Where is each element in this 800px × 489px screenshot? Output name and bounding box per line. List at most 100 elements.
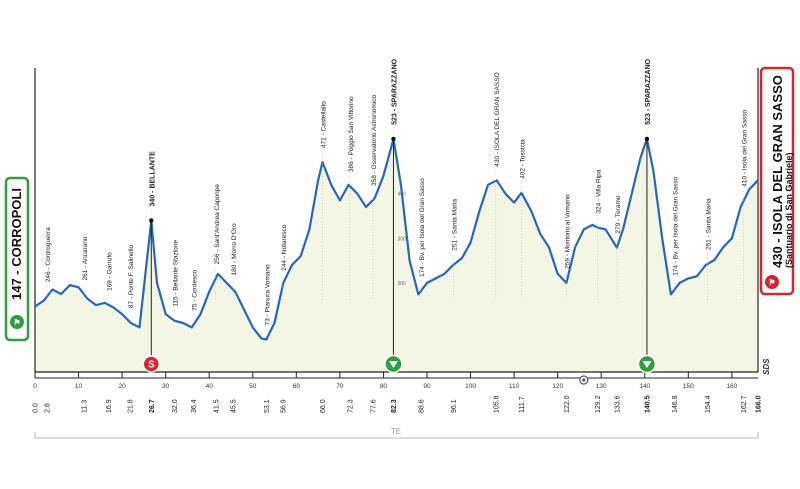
- km-label: 129.2: [595, 395, 602, 413]
- point-label: 402 - Tossicia: [520, 139, 527, 179]
- km-label: 122.0: [564, 395, 571, 413]
- summit-dot: [644, 136, 650, 142]
- point-label: 259 - Montorio al Vomano: [564, 194, 571, 269]
- km-label: 53.1: [264, 399, 271, 413]
- region-bracket-line: [34, 432, 759, 439]
- finish-flag-icon: [765, 275, 779, 289]
- start-flag-icon: [10, 315, 24, 329]
- brand-logo: SDS: [762, 358, 771, 375]
- x-tick-label: 30: [162, 383, 170, 390]
- point-label: 410 - Isola del Gran Sasso: [742, 110, 749, 187]
- x-tick-label: 60: [293, 383, 301, 390]
- km-label: 72.3: [347, 399, 354, 413]
- kom-triangle-icon: [642, 361, 652, 368]
- point-label: 324 - Villa Ripa: [596, 169, 603, 213]
- start-flag-glyph: ⚑: [13, 318, 20, 327]
- point-label: 523 - SPARAZZANO: [391, 58, 398, 125]
- finish-badge-frame: [759, 66, 795, 296]
- x-tick-label: 20: [118, 383, 126, 390]
- km-label: 166.0: [756, 395, 763, 413]
- point-label: 174 - Bv. per Isola del Gran Sasso: [419, 178, 426, 277]
- point-label: 75 - Cordesco: [192, 270, 199, 311]
- x-tick-label: 150: [683, 383, 694, 390]
- profile-line-layer: [34, 137, 759, 341]
- summit-dot: [149, 218, 154, 223]
- markers-layer: S: [142, 354, 657, 385]
- point-label: 358 - Osservatorio Astronomico: [371, 95, 378, 186]
- x-tick-label: 80: [380, 383, 388, 390]
- km-label: 0.0: [33, 403, 40, 413]
- y-tick-label: 200: [397, 281, 406, 287]
- x-tick-label: 100: [465, 383, 476, 390]
- start-badge-frame: [4, 176, 30, 342]
- sprint-marker-label: S: [148, 360, 155, 371]
- km-label: 16.9: [106, 399, 113, 413]
- x-tick-label: 90: [423, 383, 431, 390]
- km-label: 2.8: [45, 403, 52, 413]
- km-label: 105.8: [493, 395, 500, 413]
- km-label: 11.3: [82, 400, 89, 413]
- summit-dot: [391, 136, 396, 142]
- point-label: 174 - Bv. per Isola del Gran Sasso: [672, 177, 679, 276]
- x-tick-label: 140: [639, 383, 650, 390]
- point-labels-layer: 0.0 246 - Controguerra 2.8 261 - Ancarano 11…: [33, 58, 763, 413]
- point-label: 180 - Morro D'Oro: [231, 223, 238, 276]
- km-label: 133.6: [614, 395, 621, 413]
- km-label: 96.1: [451, 399, 458, 413]
- finish-sublabel: (Santuario di San Gabriele): [784, 152, 794, 268]
- point-label: 386 - Poggio San Vittorino: [348, 96, 355, 172]
- km-label: 154.4: [705, 395, 712, 413]
- km-label: 26.7: [149, 399, 156, 413]
- point-label: 256 - Sant'Andrea Caporipe: [214, 184, 221, 265]
- x-tick-label: 110: [509, 383, 520, 390]
- finish-flag-glyph: ⚑: [768, 278, 775, 287]
- point-label: 279 - Teramo: [615, 195, 622, 234]
- profile-fill-layer: [35, 138, 758, 372]
- x-tick-label: 70: [336, 383, 344, 390]
- point-label: 87 - Ponte F. Salinello: [128, 244, 135, 308]
- start-badge: 147 - CORROPOLI ⚑: [4, 176, 30, 342]
- km-label: 88.6: [418, 399, 425, 413]
- x-tick-label: 40: [206, 383, 214, 390]
- x-tick-label: 0: [33, 383, 37, 390]
- km-label: 111.7: [519, 396, 526, 413]
- km-label: 82.3: [391, 399, 398, 413]
- point-label: 246 - Controguerra: [45, 227, 52, 282]
- km-label: 146.8: [672, 395, 679, 413]
- km-label: 162.7: [741, 395, 748, 413]
- y-tick-label: 300: [397, 236, 406, 242]
- sprint-marker-icon: [142, 355, 161, 373]
- region-bracket: TE: [34, 427, 759, 439]
- point-label: 169 - Garrufo: [107, 252, 114, 291]
- km-label: 41.5: [213, 399, 220, 413]
- km-label: 140.5: [644, 395, 651, 413]
- point-label: 73 - Pianura Vomano: [264, 264, 271, 325]
- profile-line: [34, 137, 759, 341]
- point-label: 251 - Santa Maria: [705, 198, 712, 250]
- point-label: 251 - Santa Maria: [452, 199, 459, 251]
- finish-label: 430 - ISOLA DEL GRAN SASSO: [770, 75, 785, 268]
- finish-badge: 430 - ISOLA DEL GRAN SASSO (Santuario di…: [759, 66, 795, 296]
- km-label: 32.0: [172, 399, 179, 413]
- km-label: 36.4: [191, 399, 198, 413]
- point-label: 244 - Notaresco: [281, 224, 288, 271]
- point-label: 340 - BELLANTE: [149, 151, 156, 207]
- feed-zone-dot: [582, 378, 586, 382]
- km-label: 77.6: [370, 399, 377, 413]
- km-label: 66.0: [320, 399, 327, 413]
- point-label: 115 - Bellante Stazione: [172, 240, 179, 307]
- km-label: 45.5: [231, 399, 238, 413]
- x-tick-label: 160: [726, 383, 737, 390]
- profile-area: [35, 138, 758, 372]
- point-label: 430 - ISOLA DEL GRAN SASSO: [494, 72, 501, 166]
- x-tick-label: 50: [249, 383, 257, 390]
- point-label: 523 - SPARAZZANO: [645, 58, 652, 125]
- km-label: 21.8: [127, 399, 134, 413]
- point-label: 261 - Ancarano: [82, 236, 89, 280]
- x-tick-label: 130: [596, 383, 607, 390]
- kom-triangle-icon: [388, 361, 398, 368]
- point-label: 471 - Castellalto: [320, 101, 327, 148]
- x-tick-label: 10: [75, 383, 83, 390]
